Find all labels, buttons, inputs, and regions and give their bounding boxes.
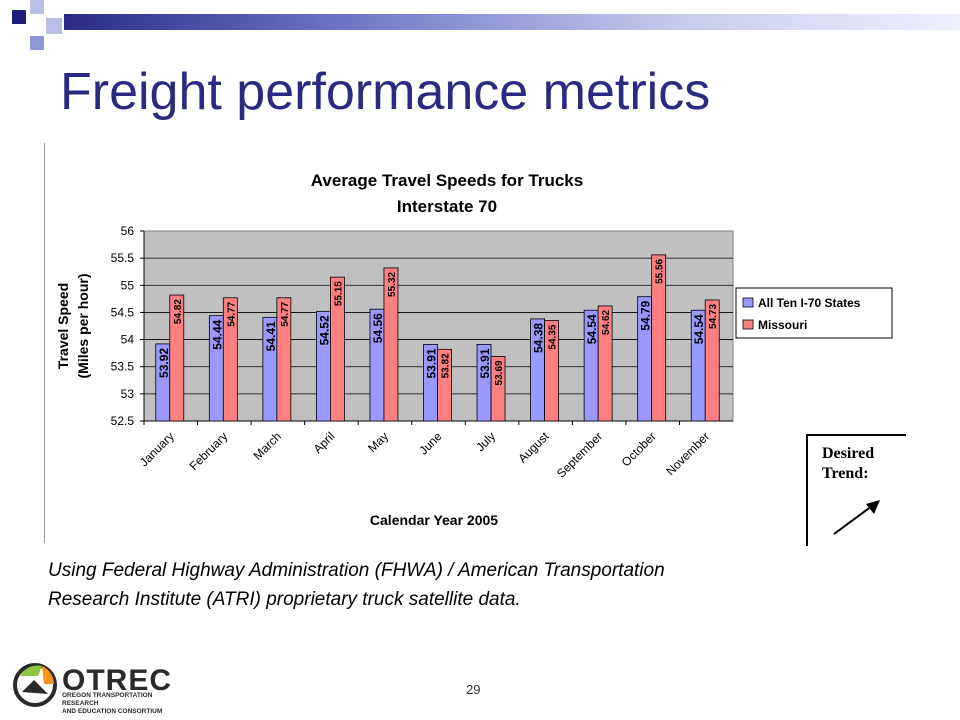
x-tick-label: August (515, 429, 552, 466)
legend-swatch-all-states (742, 297, 754, 308)
data-label-all-states: 54.54 (585, 314, 599, 344)
data-label-missouri: 55.15 (333, 281, 344, 306)
data-label-all-states: 54.79 (639, 300, 653, 330)
data-label-missouri: 54.82 (173, 299, 184, 324)
x-axis-title: Calendar Year 2005 (370, 512, 498, 528)
legend-label-all-states: All Ten I-70 States (758, 296, 861, 310)
data-label-all-states: 54.56 (371, 313, 385, 343)
y-tick-label: 54 (121, 333, 135, 347)
logo-subtext-line1: OREGON TRANSPORTATION RESEARCH (62, 692, 153, 707)
bar-missouri (490, 355, 506, 422)
header-gradient-bar (64, 14, 960, 30)
y-tick-label: 52.5 (111, 414, 135, 428)
x-tick-label: June (416, 429, 445, 458)
desired-label-line2: Trend: (822, 465, 869, 482)
caption-line-2: Research Institute (ATRI) proprietary tr… (48, 589, 521, 610)
data-label-missouri: 54.73 (708, 304, 719, 329)
x-tick-label: July (473, 429, 498, 454)
data-label-all-states: 54.52 (317, 315, 331, 345)
bar-missouri (597, 305, 613, 422)
data-source-caption: Using Federal Highway Administration (FH… (48, 556, 908, 614)
chart-subtitle: Interstate 70 (397, 197, 497, 216)
bar-missouri (169, 294, 185, 422)
data-label-all-states: 54.38 (532, 323, 546, 353)
data-label-missouri: 55.56 (655, 258, 666, 283)
data-label-all-states: 53.91 (478, 348, 492, 378)
y-axis-title: Travel Speed (55, 283, 71, 369)
chart-title: Average Travel Speeds for Trucks (311, 171, 583, 190)
chart-frame-edge (44, 143, 45, 543)
page-number: 29 (466, 682, 481, 697)
data-label-all-states: 53.92 (157, 348, 171, 378)
data-label-all-states: 53.91 (425, 348, 439, 378)
data-label-missouri: 54.62 (601, 309, 612, 334)
data-label-missouri: 55.32 (387, 271, 398, 296)
data-label-missouri: 53.69 (494, 360, 505, 385)
bar-missouri (651, 254, 667, 422)
legend-label-missouri: Missouri (758, 318, 807, 332)
y-tick-label: 55.5 (111, 251, 135, 265)
data-label-all-states: 54.54 (692, 314, 706, 344)
otrec-logo: OTREC OREGON TRANSPORTATION RESEARCH AND… (12, 662, 182, 715)
y-tick-label: 54.5 (111, 305, 135, 319)
x-tick-label: April (311, 429, 338, 456)
x-tick-label: October (619, 429, 659, 469)
bar-missouri (222, 297, 238, 422)
decor-square (30, 0, 44, 14)
y-axis-title-units: (Miles per hour) (75, 273, 91, 378)
decor-square (30, 36, 44, 50)
bar-missouri (330, 276, 345, 422)
x-tick-label: February (187, 429, 231, 473)
desired-label-line1: Desired (822, 445, 875, 462)
bar-missouri (276, 297, 292, 422)
logo-subtext-line2: AND EDUCATION CONSORTIUM (62, 708, 163, 715)
decor-square (12, 10, 26, 24)
data-label-missouri: 53.82 (441, 353, 452, 378)
data-label-missouri: 54.35 (548, 324, 559, 349)
logo-subtext: OREGON TRANSPORTATION RESEARCH AND EDUCA… (62, 692, 182, 716)
arrow-up-right-icon (833, 500, 880, 535)
otrec-logo-icon (13, 663, 57, 707)
bar-missouri (437, 348, 452, 422)
bar-missouri (383, 267, 399, 422)
x-tick-label: January (137, 429, 177, 469)
bar-missouri (704, 299, 720, 422)
x-tick-label: September (554, 429, 605, 480)
y-tick-label: 53.5 (111, 360, 135, 374)
logo-text: OTREC (62, 664, 172, 697)
data-label-missouri: 54.77 (226, 301, 237, 326)
y-tick-label: 56 (121, 224, 135, 238)
data-label-all-states: 54.44 (210, 319, 224, 349)
bar-missouri (544, 320, 559, 422)
x-tick-label: March (251, 429, 284, 462)
y-tick-label: 53 (121, 387, 135, 401)
x-tick-label: November (663, 429, 712, 478)
desired-trend-label: Desired Trend: (822, 444, 902, 484)
slide-title: Freight performance metrics (60, 63, 711, 121)
decor-square (46, 18, 62, 34)
data-label-all-states: 54.41 (264, 321, 278, 351)
data-label-missouri: 54.77 (280, 301, 291, 326)
legend-box (735, 287, 893, 339)
desired-trend-box: Desired Trend: (806, 434, 906, 546)
x-tick-label: May (365, 429, 391, 455)
y-tick-label: 55 (121, 278, 135, 292)
caption-line-1: Using Federal Highway Administration (FH… (48, 560, 665, 581)
legend-swatch-missouri (742, 319, 754, 330)
